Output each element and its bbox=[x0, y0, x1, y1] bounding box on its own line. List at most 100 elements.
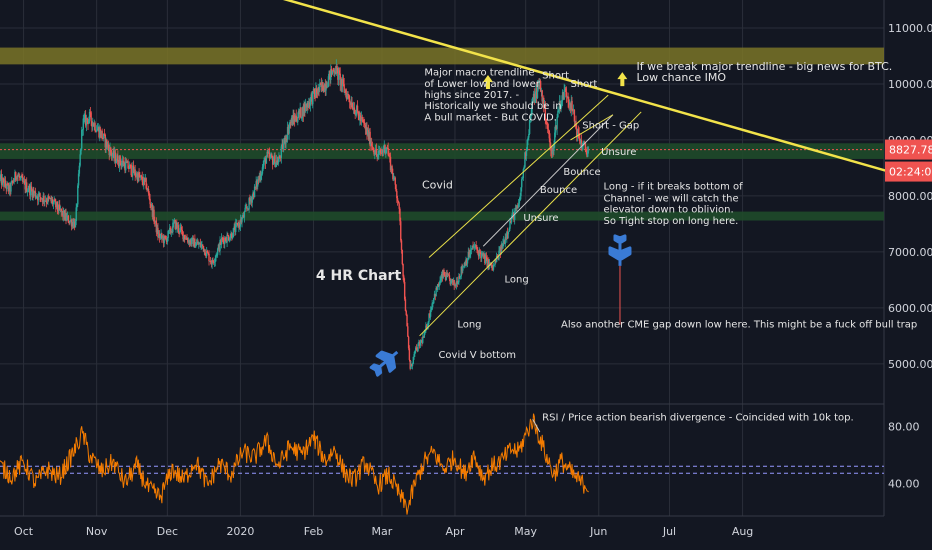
candle-body bbox=[260, 173, 263, 176]
candle-body bbox=[441, 273, 444, 279]
candle-body bbox=[427, 321, 429, 327]
candle-body bbox=[88, 111, 91, 120]
candle-body bbox=[271, 157, 274, 165]
candle-body bbox=[470, 249, 473, 250]
candle-body bbox=[517, 203, 520, 208]
candle-body bbox=[40, 198, 43, 200]
annotation-text: Unsure bbox=[601, 147, 636, 158]
candle-body bbox=[510, 218, 513, 223]
candle-body bbox=[509, 221, 511, 229]
candle-body bbox=[373, 150, 375, 155]
candle-body bbox=[118, 156, 121, 167]
candle-body bbox=[285, 138, 287, 144]
candle-body bbox=[490, 263, 492, 266]
candle-body bbox=[191, 238, 193, 244]
candle-body bbox=[352, 108, 354, 110]
rsi-divergence-line bbox=[532, 418, 541, 433]
candle-body bbox=[48, 197, 51, 199]
candle-body bbox=[378, 150, 381, 151]
candle-body bbox=[29, 185, 31, 196]
candle-body bbox=[43, 195, 45, 202]
candle-body bbox=[184, 238, 187, 240]
candle-body bbox=[157, 227, 159, 238]
candle-body bbox=[466, 259, 469, 264]
candle-body bbox=[451, 278, 454, 283]
candle-body bbox=[303, 104, 305, 117]
candle-body bbox=[302, 107, 305, 117]
candle-body bbox=[469, 254, 471, 257]
candle-body bbox=[368, 131, 371, 140]
candle-body bbox=[345, 90, 347, 94]
candle-body bbox=[190, 240, 192, 244]
candle-body bbox=[188, 240, 191, 245]
candle-body bbox=[19, 177, 22, 179]
candle-body bbox=[390, 166, 393, 171]
candle-body bbox=[51, 199, 54, 205]
annotation-text: Bounce bbox=[563, 167, 600, 178]
annotation-text: Bounce bbox=[540, 185, 577, 196]
candle-body bbox=[143, 177, 145, 185]
candle-body bbox=[385, 149, 387, 154]
candle-body bbox=[93, 123, 95, 127]
candle-body bbox=[532, 97, 534, 102]
candle-body bbox=[121, 162, 123, 166]
candle-body bbox=[35, 196, 37, 198]
candle-body bbox=[437, 283, 440, 287]
candle-body bbox=[182, 231, 184, 240]
candle-body bbox=[253, 192, 255, 198]
candle-body bbox=[122, 160, 125, 166]
candle-body bbox=[132, 165, 135, 173]
candle-body bbox=[526, 139, 528, 151]
candle-body bbox=[556, 117, 558, 129]
candle-body bbox=[94, 123, 96, 131]
candle-body bbox=[328, 70, 330, 77]
candle-body bbox=[7, 183, 9, 185]
candle-body bbox=[66, 216, 68, 221]
candle-body bbox=[57, 209, 59, 212]
candle-body bbox=[233, 226, 235, 229]
candle-body bbox=[551, 148, 554, 154]
candle-body bbox=[229, 237, 231, 240]
candle-body bbox=[337, 70, 340, 80]
candle-body bbox=[189, 240, 191, 245]
candle-body bbox=[66, 215, 69, 217]
candle-body bbox=[102, 138, 104, 140]
candle-body bbox=[411, 364, 413, 367]
candle-body bbox=[21, 175, 23, 178]
candle-body bbox=[108, 148, 110, 156]
annotation-text: A bull market - But COVID. bbox=[424, 112, 557, 123]
candle-body bbox=[292, 115, 294, 126]
candle-body bbox=[139, 175, 142, 177]
candle-body bbox=[144, 178, 147, 181]
candle-body bbox=[555, 125, 558, 129]
candle-body bbox=[1, 178, 4, 185]
candle-body bbox=[177, 225, 180, 232]
annotation-text: Historically we should be in bbox=[424, 101, 561, 112]
annotation-text: 4 HR Chart bbox=[316, 268, 402, 284]
candle-body bbox=[365, 127, 367, 130]
candle-body bbox=[218, 244, 220, 251]
candle-body bbox=[558, 101, 561, 111]
candle-body bbox=[369, 131, 371, 146]
candle-body bbox=[567, 96, 569, 103]
candle-body bbox=[271, 154, 273, 158]
candle-body bbox=[205, 250, 208, 256]
candle-body bbox=[355, 112, 357, 115]
candle-body bbox=[194, 245, 197, 248]
candle-body bbox=[279, 157, 282, 159]
candle-body bbox=[209, 261, 211, 262]
candle-body bbox=[403, 276, 405, 282]
candle-body bbox=[284, 137, 286, 144]
candle-body bbox=[15, 172, 17, 179]
candle-body bbox=[90, 112, 92, 122]
candle-body bbox=[51, 199, 53, 202]
axes[interactable]: 11000.0010000.009000.008000.007000.00600… bbox=[14, 22, 932, 538]
time-tick-label: Jul bbox=[662, 525, 676, 538]
candle-body bbox=[493, 264, 495, 266]
candle-body bbox=[361, 116, 363, 120]
candle-body bbox=[64, 213, 66, 220]
candle-body bbox=[175, 222, 177, 230]
candle-body bbox=[115, 161, 117, 163]
candle-body bbox=[534, 97, 536, 103]
